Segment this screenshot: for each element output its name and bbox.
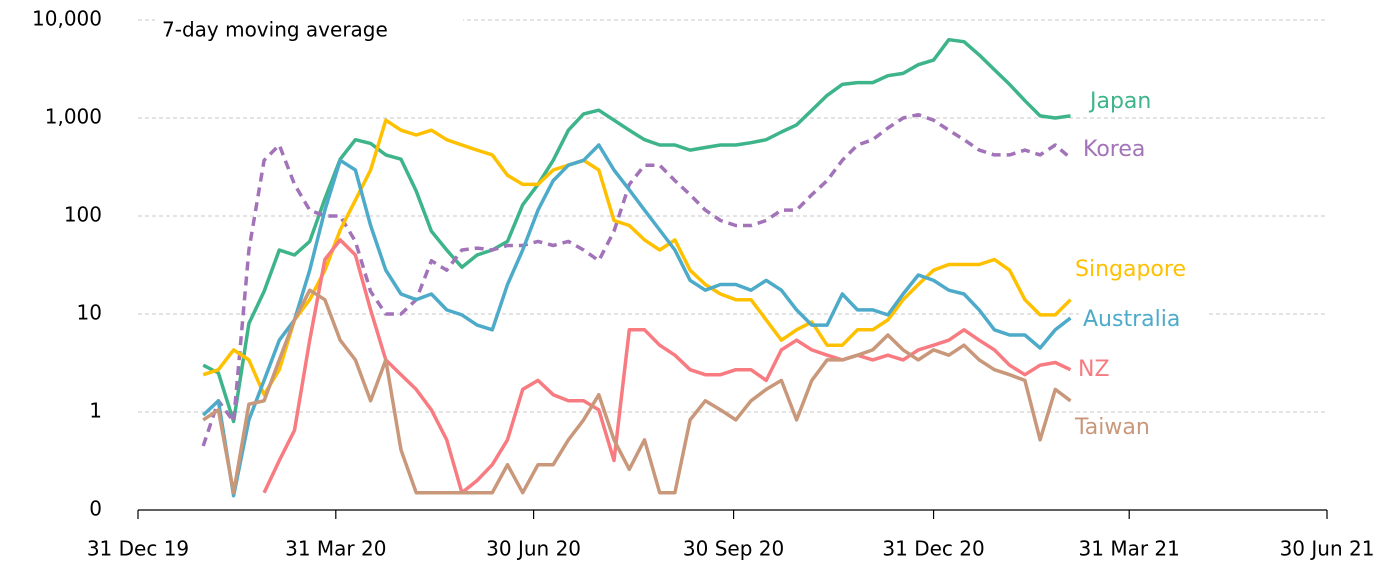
series-label-bg [1071,255,1198,285]
series-line [202,288,1072,495]
series-line [262,238,1072,495]
x-tick-label: 31 Dec 19 [87,537,189,561]
series-label-bg [1079,135,1154,165]
x-tick-label: 30 Jun 20 [486,537,581,561]
x-tick-label: 31 Mar 20 [285,537,386,561]
series-label: Australia [1083,307,1180,332]
series-line [202,143,1072,498]
series-label: Korea [1083,137,1145,162]
series-label-bg [1071,413,1159,443]
series-label: Japan [1088,89,1151,114]
series-label: NZ [1078,357,1110,382]
x-tick-label: 30 Jun 21 [1280,537,1375,561]
x-tick-label: 31 Mar 21 [1079,537,1180,561]
annotation-bg [155,14,463,46]
y-tick-label: 1,000 [45,105,102,129]
series-label-bg [1079,305,1206,335]
y-tick-label: 0 [89,497,102,521]
x-tick-label: 30 Sep 20 [683,537,784,561]
series-label-bg [1086,87,1161,117]
series-label: Singapore [1075,257,1186,282]
series-line [201,112,1072,447]
series-line [202,37,1071,424]
y-tick-label: 10,000 [32,7,102,31]
y-tick-label: 100 [64,203,102,227]
y-tick-label: 10 [77,301,102,325]
series-label-bg [1074,355,1110,385]
annotation: 7-day moving average [162,18,388,42]
series-label: Taiwan [1074,415,1150,440]
y-tick-label: 1 [89,399,102,423]
x-tick-label: 31 Dec 20 [882,537,984,561]
